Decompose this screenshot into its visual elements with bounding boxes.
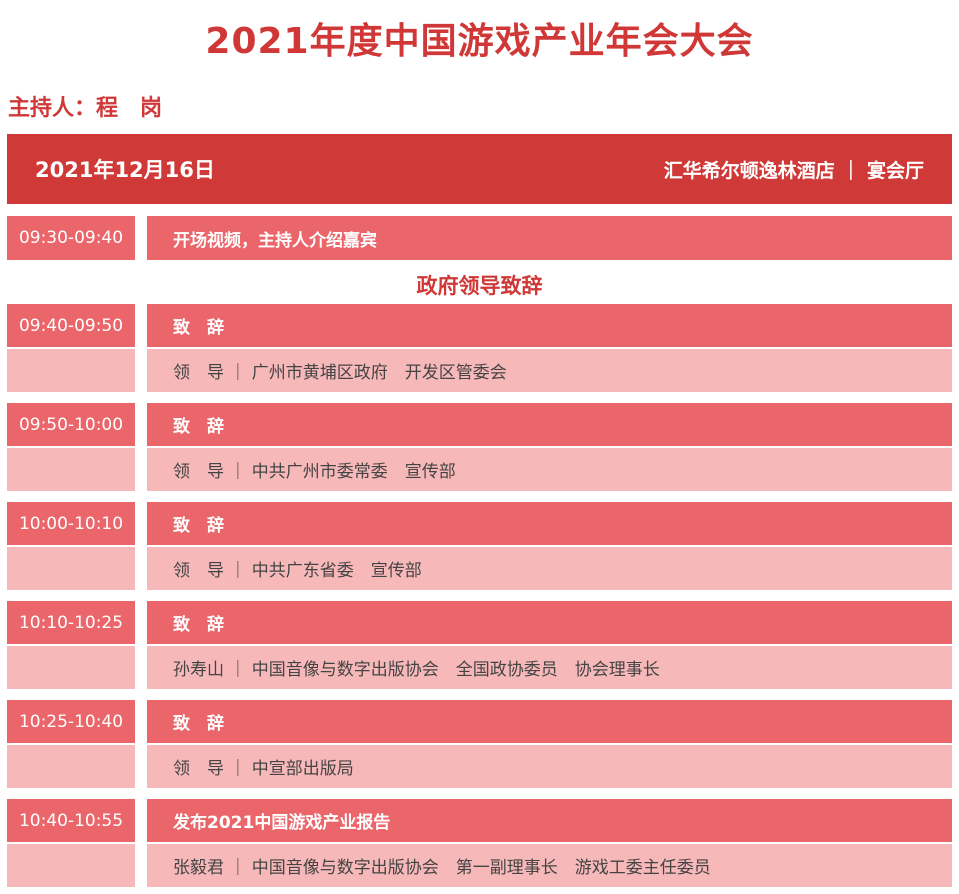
- agenda-time: 09:40-09:50: [7, 304, 135, 347]
- agenda-time-blank: [7, 349, 135, 392]
- agenda-time-blank: [7, 646, 135, 689]
- agenda-title: 致 辞: [147, 502, 952, 545]
- agenda-title: 致 辞: [147, 700, 952, 743]
- agenda-time-blank: [7, 448, 135, 491]
- page-title: 2021年度中国游戏产业年会大会: [205, 21, 754, 62]
- agenda-time-blank: [7, 745, 135, 788]
- opening-time: 09:30-09:40: [7, 216, 135, 260]
- date-venue-header: 2021年12月16日 汇华希尔顿逸林酒店 ｜ 宴会厅: [7, 134, 952, 204]
- event-venue: 汇华希尔顿逸林酒店 ｜ 宴会厅: [663, 159, 924, 182]
- agenda-title: 致 辞: [147, 601, 952, 644]
- host-label: 主持人：程 岗: [8, 96, 163, 121]
- opening-title: 开场视频，主持人介绍嘉宾: [147, 216, 952, 260]
- event-date: 2021年12月16日: [35, 158, 215, 182]
- agenda-detail: 孙寿山 ｜ 中国音像与数字出版协会 全国政协委员 协会理事长: [147, 646, 952, 689]
- agenda-detail: 张毅君 ｜ 中国音像与数字出版协会 第一副理事长 游戏工委主任委员: [147, 844, 952, 887]
- agenda-detail: 领 导 ｜ 广州市黄埔区政府 开发区管委会: [147, 349, 952, 392]
- agenda-time: 10:10-10:25: [7, 601, 135, 644]
- agenda-time-blank: [7, 844, 135, 887]
- agenda-title: 发布2021中国游戏产业报告: [147, 799, 952, 842]
- section-heading: 政府领导致辞: [416, 274, 543, 298]
- agenda-time: 10:00-10:10: [7, 502, 135, 545]
- agenda-time: 09:50-10:00: [7, 403, 135, 446]
- agenda-title: 致 辞: [147, 403, 952, 446]
- agenda-detail: 领 导 ｜ 中共广州市委常委 宣传部: [147, 448, 952, 491]
- agenda-detail: 领 导 ｜ 中共广东省委 宣传部: [147, 547, 952, 590]
- agenda-time: 10:40-10:55: [7, 799, 135, 842]
- agenda-time-blank: [7, 547, 135, 590]
- agenda-detail: 领 导 ｜ 中宣部出版局: [147, 745, 952, 788]
- agenda-time: 10:25-10:40: [7, 700, 135, 743]
- agenda-title: 致 辞: [147, 304, 952, 347]
